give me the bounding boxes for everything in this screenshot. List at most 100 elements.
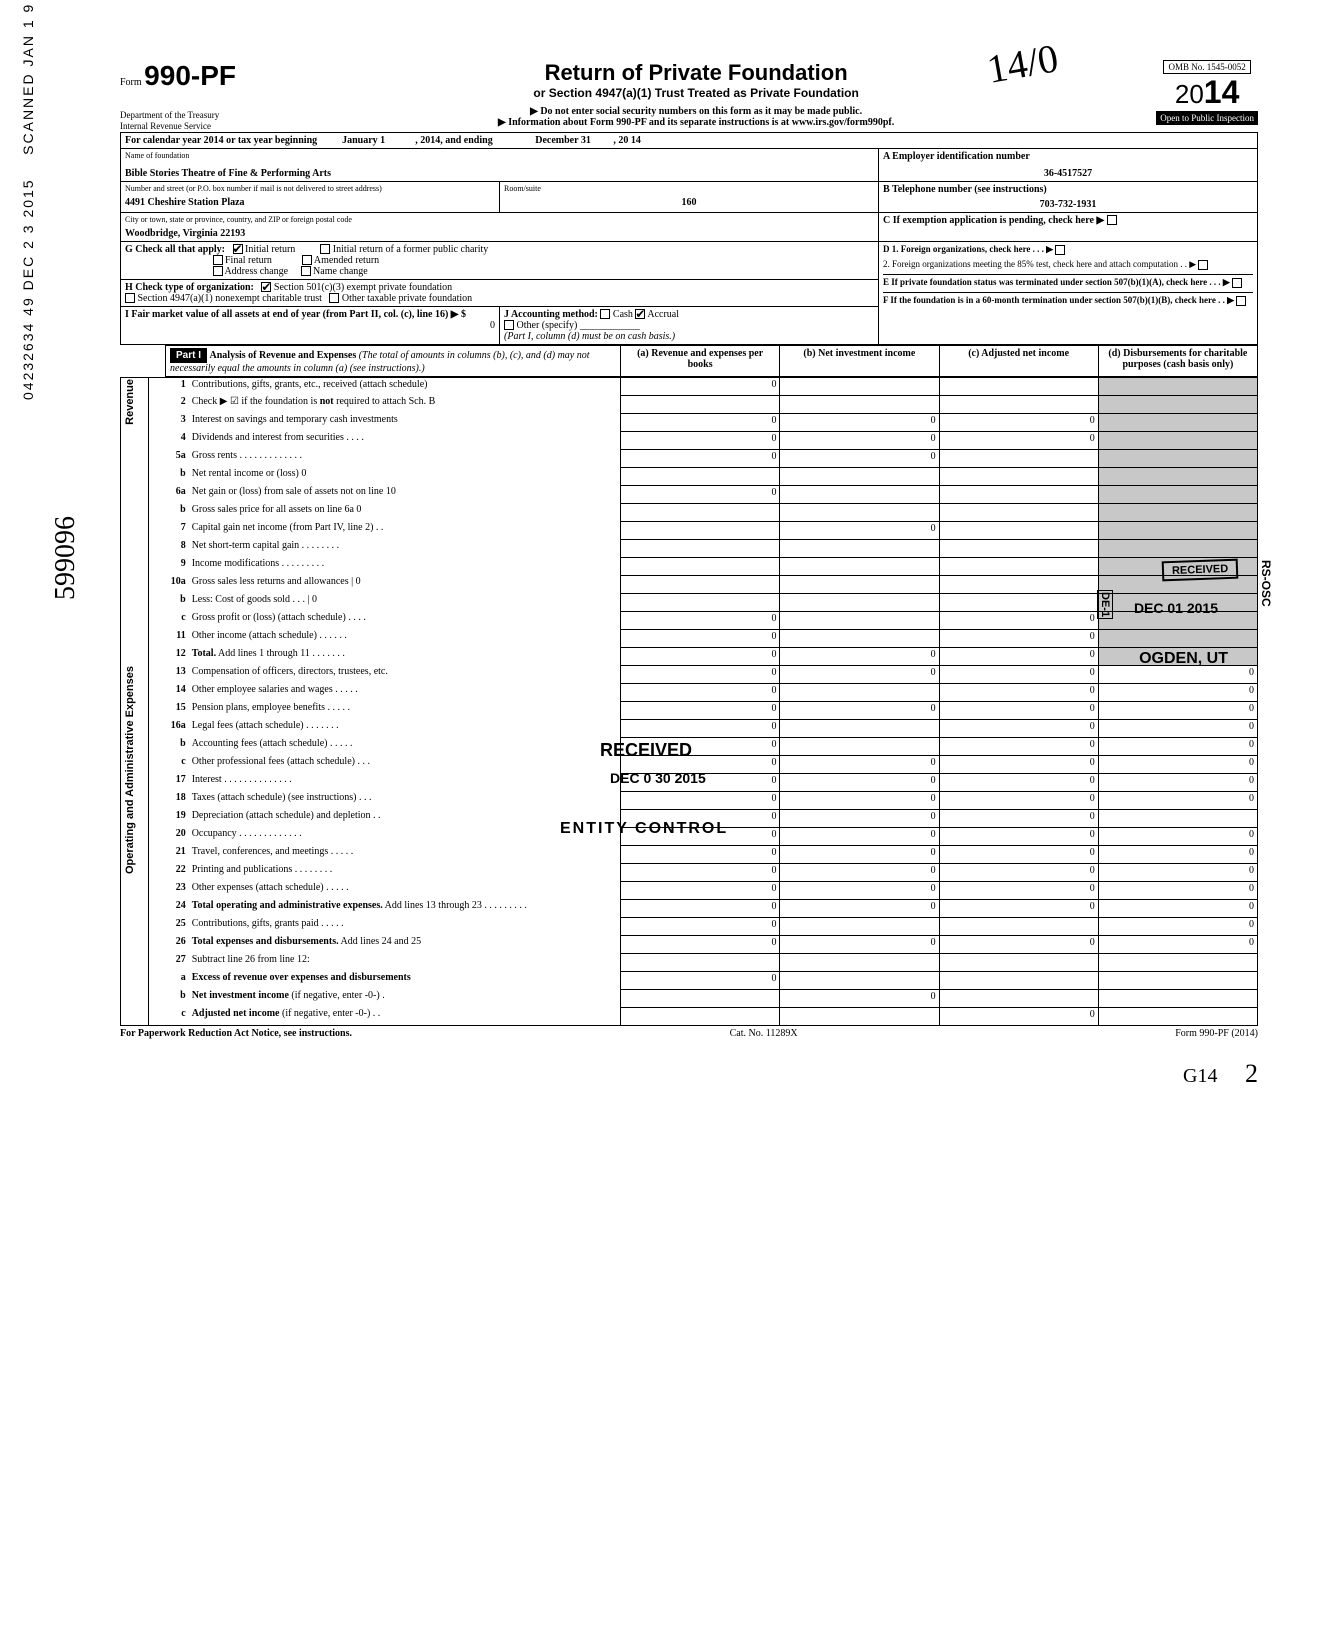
stamp-ogden: OGDEN, UT — [1139, 650, 1228, 668]
d2-cb[interactable] — [1198, 260, 1208, 270]
cell: 0 — [780, 863, 939, 881]
cell — [939, 953, 1098, 971]
cell — [1098, 809, 1257, 827]
cell: 0 — [780, 881, 939, 899]
row-desc: Capital gain net income (from Part IV, l… — [189, 521, 621, 539]
row-num: 15 — [149, 701, 189, 719]
e-cb[interactable] — [1232, 278, 1242, 288]
period-label: For calendar year 2014 or tax year begin… — [125, 135, 317, 146]
cell: 0 — [1098, 881, 1257, 899]
cell — [939, 467, 1098, 485]
g-o5: Address change — [224, 266, 288, 277]
cell — [621, 395, 780, 413]
period-end: December 31 — [535, 135, 591, 146]
row-desc: Gross sales less returns and allowances … — [189, 575, 621, 593]
year-prefix: 20 — [1175, 79, 1204, 109]
g-former-cb[interactable] — [320, 244, 330, 254]
row-num: 13 — [149, 665, 189, 683]
h-o2: Section 4947(a)(1) nonexempt charitable … — [138, 293, 322, 304]
addr-label: Number and street (or P.O. box number if… — [125, 184, 495, 193]
cell — [621, 593, 780, 611]
cell: 0 — [621, 719, 780, 737]
row-num: c — [149, 755, 189, 773]
g-addrchg-cb[interactable] — [213, 266, 223, 276]
j-cash-cb[interactable] — [600, 309, 610, 319]
row-desc: Subtract line 26 from line 12: — [189, 953, 621, 971]
cell — [939, 395, 1098, 413]
cell — [1098, 503, 1257, 521]
row-desc: Net rental income or (loss) 0 — [189, 467, 621, 485]
cell — [780, 917, 939, 935]
cell: 0 — [621, 917, 780, 935]
row-desc: Total operating and administrative expen… — [189, 899, 621, 917]
cell — [1098, 395, 1257, 413]
f-cb[interactable] — [1236, 296, 1246, 306]
col-b: (b) Net investment income — [780, 345, 939, 376]
row-num: 10a — [149, 575, 189, 593]
cell: 0 — [939, 845, 1098, 863]
row-desc: Less: Cost of goods sold . . . | 0 — [189, 593, 621, 611]
g-o2: Initial return of a former public charit… — [333, 244, 489, 255]
stamp-received-2: RECEIVED — [600, 740, 692, 761]
period-mid: , 2014, and ending — [415, 135, 493, 146]
cell — [1098, 449, 1257, 467]
cell: 0 — [621, 683, 780, 701]
row-num: c — [149, 1007, 189, 1025]
cell: 0 — [621, 647, 780, 665]
row-num: 11 — [149, 629, 189, 647]
footer-mid: Cat. No. 11289X — [730, 1028, 798, 1039]
g-label: G Check all that apply: — [125, 244, 225, 255]
room-label: Room/suite — [504, 184, 874, 193]
stamp-entity: ENTITY CONTROL — [560, 820, 728, 838]
row-desc: Other expenses (attach schedule) . . . .… — [189, 881, 621, 899]
row-desc: Legal fees (attach schedule) . . . . . .… — [189, 719, 621, 737]
row-desc: Total expenses and disbursements. Add li… — [189, 935, 621, 953]
cell — [621, 539, 780, 557]
cell — [780, 611, 939, 629]
j-other-cb[interactable] — [504, 320, 514, 330]
header-note2: ▶ Information about Form 990-PF and its … — [256, 117, 1136, 128]
h-4947-cb[interactable] — [125, 293, 135, 303]
period-end-yr: 14 — [631, 135, 641, 146]
stamp-received-1-date: DEC 01 2015 — [1134, 600, 1218, 616]
row-desc: Taxes (attach schedule) (see instruction… — [189, 791, 621, 809]
omb-number: OMB No. 1545-0052 — [1163, 60, 1250, 74]
h-other-cb[interactable] — [329, 293, 339, 303]
cell: 0 — [621, 863, 780, 881]
d1-cb[interactable] — [1055, 245, 1065, 255]
row-num: 8 — [149, 539, 189, 557]
g-amended-cb[interactable] — [302, 255, 312, 265]
row-desc: Adjusted net income (if negative, enter … — [189, 1007, 621, 1025]
cell: 0 — [780, 701, 939, 719]
row-num: 16a — [149, 719, 189, 737]
row-desc: Interest on savings and temporary cash i… — [189, 413, 621, 431]
h-501c3-cb[interactable] — [261, 282, 271, 292]
j-o3: Other (specify) — [517, 320, 578, 331]
cell — [939, 593, 1098, 611]
cell: 0 — [1098, 827, 1257, 845]
g-namechg-cb[interactable] — [301, 266, 311, 276]
form-number: 990-PF — [144, 60, 236, 91]
cell: 0 — [780, 665, 939, 683]
cell — [780, 953, 939, 971]
row-num: 19 — [149, 809, 189, 827]
c-checkbox[interactable] — [1107, 215, 1117, 225]
cell — [1098, 485, 1257, 503]
j-accrual-cb[interactable] — [635, 309, 645, 319]
cell — [1098, 521, 1257, 539]
cell — [1098, 971, 1257, 989]
cell — [1098, 539, 1257, 557]
cell: 0 — [621, 845, 780, 863]
cell — [780, 971, 939, 989]
row-desc: Net investment income (if negative, ente… — [189, 989, 621, 1007]
g-initial-return-cb[interactable] — [233, 244, 243, 254]
dept-line2: Internal Revenue Service — [120, 121, 219, 132]
cell: 0 — [621, 413, 780, 431]
row-num: 14 — [149, 683, 189, 701]
g-final-cb[interactable] — [213, 255, 223, 265]
cell — [621, 989, 780, 1007]
f-label: F If the foundation is in a 60-month ter… — [883, 295, 1234, 305]
col-c: (c) Adjusted net income — [939, 345, 1098, 376]
j-note: (Part I, column (d) must be on cash basi… — [504, 331, 675, 342]
cell: 0 — [780, 773, 939, 791]
